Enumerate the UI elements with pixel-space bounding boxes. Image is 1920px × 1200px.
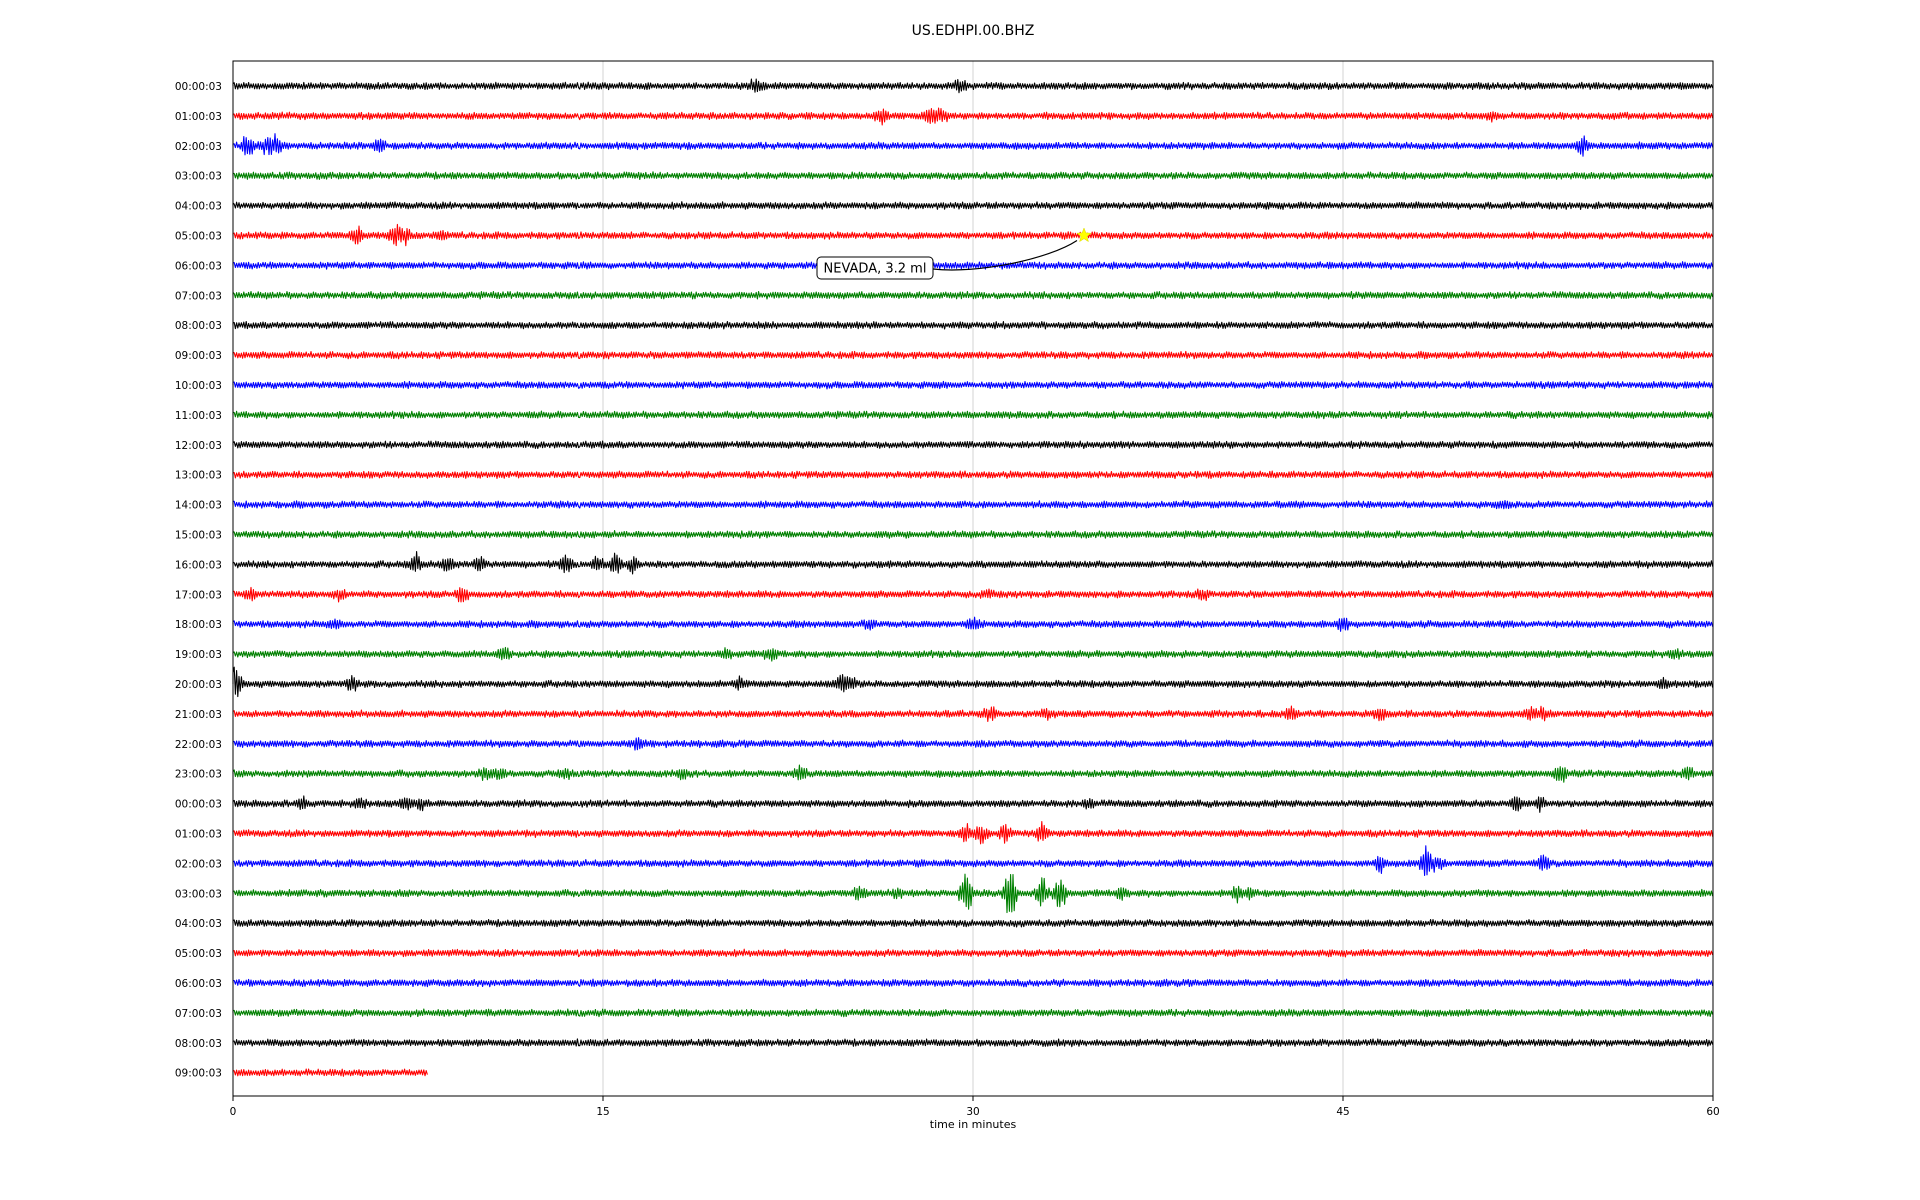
row-label-3: 03:00:03 <box>175 171 222 183</box>
trace-row-32 <box>232 1038 1714 1048</box>
row-label-10: 10:00:03 <box>175 380 222 392</box>
row-label-4: 04:00:03 <box>175 201 222 213</box>
trace-row-12 <box>232 440 1714 450</box>
row-label-8: 08:00:03 <box>175 320 222 332</box>
row-label-2: 02:00:03 <box>175 141 222 153</box>
trace-row-0 <box>232 78 1714 94</box>
row-label-25: 01:00:03 <box>175 829 222 841</box>
annotation-connector <box>932 239 1078 271</box>
row-label-11: 11:00:03 <box>175 410 222 422</box>
row-label-29: 05:00:03 <box>175 948 222 960</box>
trace-row-33 <box>232 1068 428 1077</box>
trace-row-8 <box>232 320 1714 330</box>
trace-row-10 <box>232 380 1714 390</box>
vertical-grid <box>602 61 1344 1096</box>
trace-row-25 <box>232 820 1714 845</box>
row-label-5: 05:00:03 <box>175 231 222 243</box>
x-tick-label-15: 15 <box>596 1106 609 1118</box>
row-label-7: 07:00:03 <box>175 290 222 302</box>
row-label-33: 09:00:03 <box>175 1068 222 1080</box>
trace-row-16 <box>232 551 1714 575</box>
trace-row-9 <box>232 350 1714 360</box>
seismic-traces <box>232 78 1714 1077</box>
trace-row-18 <box>232 616 1714 632</box>
trace-row-29 <box>232 948 1714 958</box>
row-label-28: 04:00:03 <box>175 918 222 930</box>
trace-row-6 <box>232 261 1714 270</box>
trace-row-7 <box>232 290 1714 300</box>
row-label-14: 14:00:03 <box>175 500 222 512</box>
row-label-32: 08:00:03 <box>175 1038 222 1050</box>
trace-row-22 <box>232 737 1714 751</box>
x-axis-ticks: 0 15 30 45 60 <box>230 1096 1720 1118</box>
row-label-21: 21:00:03 <box>175 709 222 721</box>
x-tick-label-0: 0 <box>230 1106 237 1118</box>
trace-row-31 <box>232 1008 1714 1018</box>
row-label-13: 13:00:03 <box>175 470 222 482</box>
trace-row-19 <box>232 646 1714 662</box>
trace-row-5 <box>232 223 1714 247</box>
row-label-12: 12:00:03 <box>175 440 222 452</box>
chart-title: US.EDHPI.00.BHZ <box>912 23 1035 39</box>
trace-row-30 <box>232 978 1714 988</box>
row-label-16: 16:00:03 <box>175 559 222 571</box>
trace-row-20 <box>232 666 1714 698</box>
row-label-26: 02:00:03 <box>175 858 222 870</box>
x-tick-label-30: 30 <box>966 1106 979 1118</box>
row-label-19: 19:00:03 <box>175 649 222 661</box>
annotation-box <box>816 256 934 280</box>
event-annotation: NEVADA, 3.2 ml <box>816 227 1092 280</box>
trace-row-15 <box>232 530 1714 539</box>
trace-row-1 <box>232 107 1714 126</box>
trace-row-21 <box>232 705 1714 723</box>
row-label-0: 00:00:03 <box>175 81 222 93</box>
row-label-23: 23:00:03 <box>175 769 222 781</box>
row-label-27: 03:00:03 <box>175 888 222 900</box>
row-label-15: 15:00:03 <box>175 530 222 542</box>
trace-row-24 <box>232 795 1714 813</box>
trace-row-4 <box>232 201 1714 210</box>
trace-row-13 <box>232 470 1714 480</box>
row-label-9: 09:00:03 <box>175 350 222 362</box>
trace-row-17 <box>232 586 1714 603</box>
row-label-24: 00:00:03 <box>175 799 222 811</box>
trace-row-27 <box>232 873 1714 914</box>
trace-row-14 <box>232 499 1714 510</box>
trace-row-11 <box>232 410 1714 420</box>
trace-row-23 <box>232 764 1714 783</box>
trace-row-26 <box>232 845 1714 877</box>
annotation-label: NEVADA, 3.2 ml <box>824 262 927 277</box>
event-star-icon <box>1076 227 1092 243</box>
row-label-18: 18:00:03 <box>175 619 222 631</box>
row-label-17: 17:00:03 <box>175 589 222 601</box>
x-tick-label-45: 45 <box>1336 1106 1349 1118</box>
trace-row-28 <box>232 918 1714 928</box>
row-label-20: 20:00:03 <box>175 679 222 691</box>
row-label-30: 06:00:03 <box>175 978 222 990</box>
trace-row-2 <box>232 133 1714 157</box>
row-time-labels: 00:00:03 01:00:03 02:00:03 03:00:03 04:00:03… <box>175 81 222 1080</box>
row-label-1: 01:00:03 <box>175 111 222 123</box>
row-label-31: 07:00:03 <box>175 1008 222 1020</box>
trace-row-3 <box>232 171 1714 181</box>
x-tick-label-60: 60 <box>1706 1106 1719 1118</box>
row-label-6: 06:00:03 <box>175 260 222 272</box>
row-label-22: 22:00:03 <box>175 739 222 751</box>
x-axis-label: time in minutes <box>930 1118 1017 1131</box>
